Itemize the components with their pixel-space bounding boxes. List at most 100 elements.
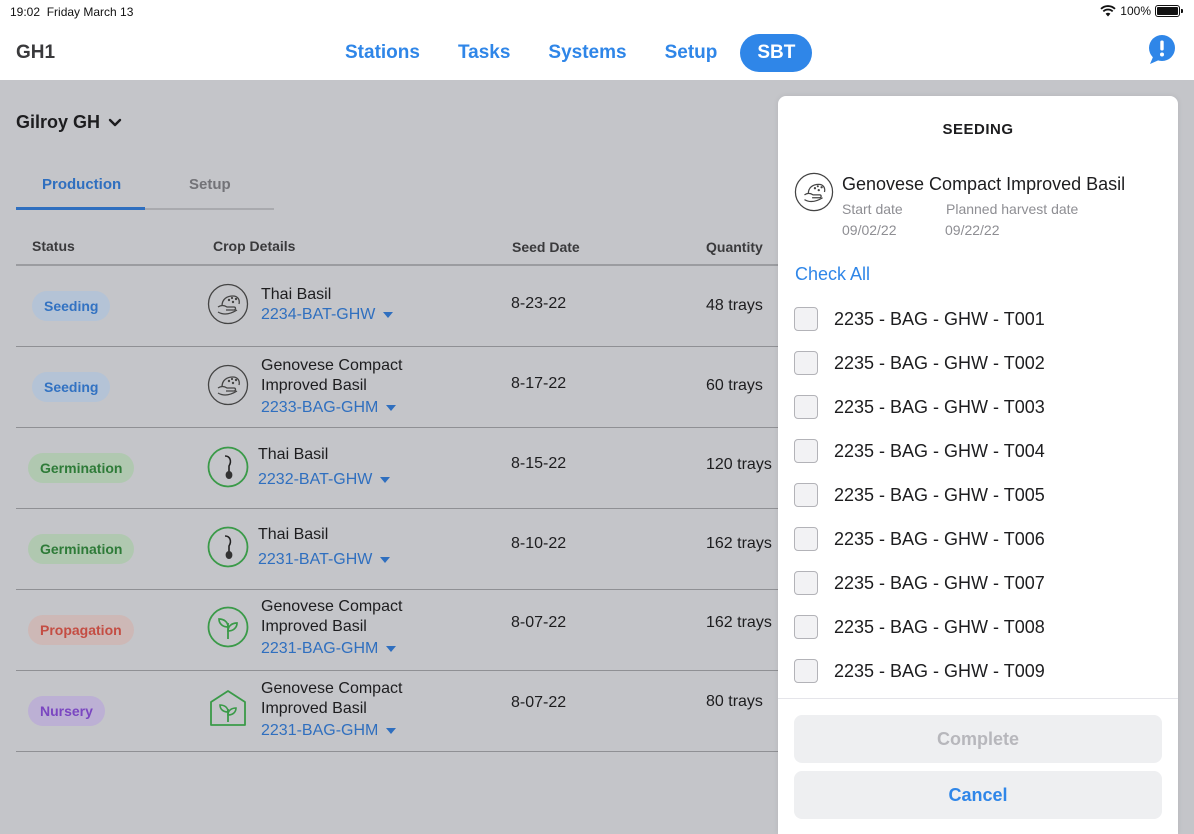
- seeding-panel: SEEDING Genovese Compact Improved Basil …: [778, 96, 1178, 834]
- col-status[interactable]: Status: [32, 238, 75, 254]
- crop-name: Thai Basil: [261, 286, 332, 303]
- col-crop-details[interactable]: Crop Details: [213, 238, 296, 254]
- table-row[interactable]: Nursery Genovese Compact Improved Basil …: [16, 671, 778, 752]
- tray-label: 2235 - BAG - GHW - T004: [834, 440, 1045, 461]
- checkbox[interactable]: [794, 659, 818, 683]
- caret-down-icon: [386, 646, 397, 652]
- nav-systems[interactable]: Systems: [548, 42, 627, 63]
- seed-date: 8-23-22: [511, 295, 567, 312]
- status-badge: Seeding: [32, 291, 111, 321]
- table-row[interactable]: Seeding Thai Basil 2234-BAT-GHW 8-23-22 …: [16, 266, 778, 347]
- panel-footer: Complete Cancel: [778, 698, 1178, 834]
- status-right: 100%: [1100, 4, 1183, 18]
- checkbox[interactable]: [794, 483, 818, 507]
- batch-dropdown[interactable]: 2231-BAG-GHM: [261, 640, 397, 658]
- tab-production[interactable]: Production: [42, 176, 122, 193]
- checkbox[interactable]: [794, 439, 818, 463]
- app-title: GH1: [16, 42, 56, 63]
- table-row[interactable]: Seeding Genovese Compact Improved Basil …: [16, 347, 778, 428]
- checkbox[interactable]: [794, 351, 818, 375]
- nav-setup[interactable]: Setup: [664, 42, 718, 63]
- check-all-link[interactable]: Check All: [795, 264, 871, 284]
- panel-title: SEEDING: [942, 121, 1014, 138]
- panel-crop-name: Genovese Compact Improved Basil: [842, 174, 1126, 194]
- germinating-seed-icon: [207, 446, 249, 488]
- table-header: Status Crop Details Seed Date Quantity: [16, 230, 778, 266]
- crop-name: Genovese Compact Improved Basil: [261, 357, 403, 394]
- table-row[interactable]: Germination Thai Basil 2232-BAT-GHW 8-15…: [16, 428, 778, 509]
- batch-dropdown[interactable]: 2231-BAG-GHM: [261, 722, 397, 740]
- caret-down-icon: [386, 405, 397, 411]
- seed-date: 8-07-22: [511, 614, 567, 631]
- caret-down-icon: [383, 312, 394, 318]
- batch-dropdown[interactable]: 2234-BAT-GHW: [261, 306, 394, 324]
- battery-icon: [1155, 5, 1183, 17]
- col-quantity[interactable]: Quantity: [706, 239, 763, 255]
- quantity: 80 trays: [706, 693, 763, 710]
- quantity: 48 trays: [706, 297, 763, 314]
- seed-date: 8-17-22: [511, 375, 567, 392]
- tray-label: 2235 - BAG - GHW - T003: [834, 396, 1045, 417]
- start-date-value: 09/02/22: [842, 222, 897, 238]
- quantity: 162 trays: [706, 614, 772, 631]
- seed-hand-icon: [794, 172, 834, 212]
- complete-button[interactable]: Complete: [794, 715, 1162, 763]
- tray-checkbox-row[interactable]: 2235 - BAG - GHW - T008: [794, 614, 1045, 640]
- table-row[interactable]: Germination Thai Basil 2231-BAT-GHW 8-10…: [16, 509, 778, 590]
- table-row[interactable]: Propagation Genovese Compact Improved Ba…: [16, 590, 778, 671]
- checkbox[interactable]: [794, 571, 818, 595]
- crop-name: Thai Basil: [258, 446, 329, 463]
- site-selector[interactable]: Gilroy GH: [16, 112, 122, 133]
- checkbox[interactable]: [794, 615, 818, 639]
- caret-down-icon: [380, 557, 391, 563]
- tray-checkbox-row[interactable]: 2235 - BAG - GHW - T009: [794, 658, 1045, 684]
- quantity: 162 trays: [706, 535, 772, 552]
- seed-date: 8-10-22: [511, 535, 567, 552]
- col-seed-date[interactable]: Seed Date: [512, 239, 580, 255]
- top-bar: 19:02 Friday March 13 100% GH1 Stations …: [0, 0, 1194, 80]
- checkbox[interactable]: [794, 307, 818, 331]
- crop-name: Thai Basil: [258, 526, 329, 543]
- nav-tasks[interactable]: Tasks: [457, 42, 511, 63]
- status-bar: 19:02 Friday March 13 100%: [0, 0, 1194, 24]
- tray-checkbox-row[interactable]: 2235 - BAG - GHW - T006: [794, 526, 1045, 552]
- tab-setup[interactable]: Setup: [189, 176, 231, 193]
- harvest-date-value: 09/22/22: [945, 222, 1000, 238]
- cancel-button[interactable]: Cancel: [794, 771, 1162, 819]
- tray-checkbox-row[interactable]: 2235 - BAG - GHW - T002: [794, 350, 1045, 376]
- tray-label: 2235 - BAG - GHW - T008: [834, 616, 1045, 637]
- caret-down-icon: [386, 728, 397, 734]
- germinating-seed-icon: [207, 526, 249, 568]
- crop-name: Genovese Compact Improved Basil: [261, 680, 403, 717]
- nav-stations[interactable]: Stations: [345, 42, 420, 63]
- tray-checkbox-row[interactable]: 2235 - BAG - GHW - T003: [794, 394, 1045, 420]
- batch-dropdown[interactable]: 2233-BAG-GHM: [261, 399, 397, 417]
- caret-down-icon: [380, 477, 391, 483]
- status-badge: Nursery: [28, 696, 105, 726]
- tray-label: 2235 - BAG - GHW - T009: [834, 660, 1045, 681]
- batch-dropdown[interactable]: 2232-BAT-GHW: [258, 471, 391, 489]
- status-badge: Germination: [28, 534, 135, 564]
- status-time: 19:02 Friday March 13: [10, 5, 134, 19]
- tray-label: 2235 - BAG - GHW - T006: [834, 528, 1045, 549]
- greenhouse-icon: [210, 690, 246, 726]
- tray-checkbox-row[interactable]: 2235 - BAG - GHW - T005: [794, 482, 1045, 508]
- batch-dropdown[interactable]: 2231-BAT-GHW: [258, 551, 391, 569]
- tab-bar: Production Setup: [16, 170, 274, 210]
- tray-checkbox-row[interactable]: 2235 - BAG - GHW - T001: [794, 306, 1045, 332]
- checkbox[interactable]: [794, 395, 818, 419]
- seed-hand-icon: [207, 364, 249, 406]
- tab-indicator: [16, 207, 145, 210]
- start-date-label: Start date: [842, 201, 903, 217]
- batch-id: 2231-BAG-GHM: [261, 640, 379, 657]
- site-name: Gilroy GH: [16, 112, 101, 132]
- alert-bubble-icon[interactable]: [1147, 35, 1177, 65]
- sprout-icon: [207, 606, 249, 648]
- tray-checkbox-row[interactable]: 2235 - BAG - GHW - T007: [794, 570, 1045, 596]
- nav-sbt[interactable]: SBT: [740, 34, 813, 72]
- tray-checkbox-row[interactable]: 2235 - BAG - GHW - T004: [794, 438, 1045, 464]
- batch-id: 2234-BAT-GHW: [261, 306, 376, 323]
- checkbox[interactable]: [794, 527, 818, 551]
- seed-date: 8-15-22: [511, 455, 567, 472]
- batch-id: 2231-BAG-GHM: [261, 722, 379, 739]
